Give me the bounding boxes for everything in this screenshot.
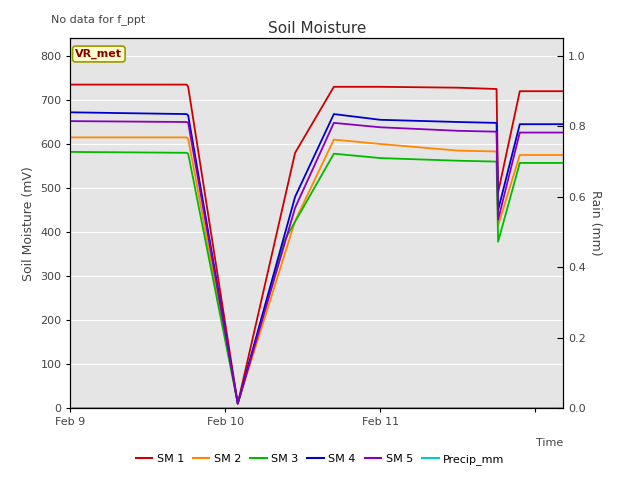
Title: Soil Moisture: Soil Moisture (268, 21, 366, 36)
Legend: SM 1, SM 2, SM 3, SM 4, SM 5, Precip_mm: SM 1, SM 2, SM 3, SM 4, SM 5, Precip_mm (131, 450, 509, 469)
Y-axis label: Rain (mm): Rain (mm) (589, 191, 602, 256)
Text: No data for f_ppt: No data for f_ppt (51, 14, 145, 25)
Text: Time: Time (536, 438, 563, 447)
Text: VR_met: VR_met (76, 49, 122, 59)
Y-axis label: Soil Moisture (mV): Soil Moisture (mV) (22, 166, 35, 281)
